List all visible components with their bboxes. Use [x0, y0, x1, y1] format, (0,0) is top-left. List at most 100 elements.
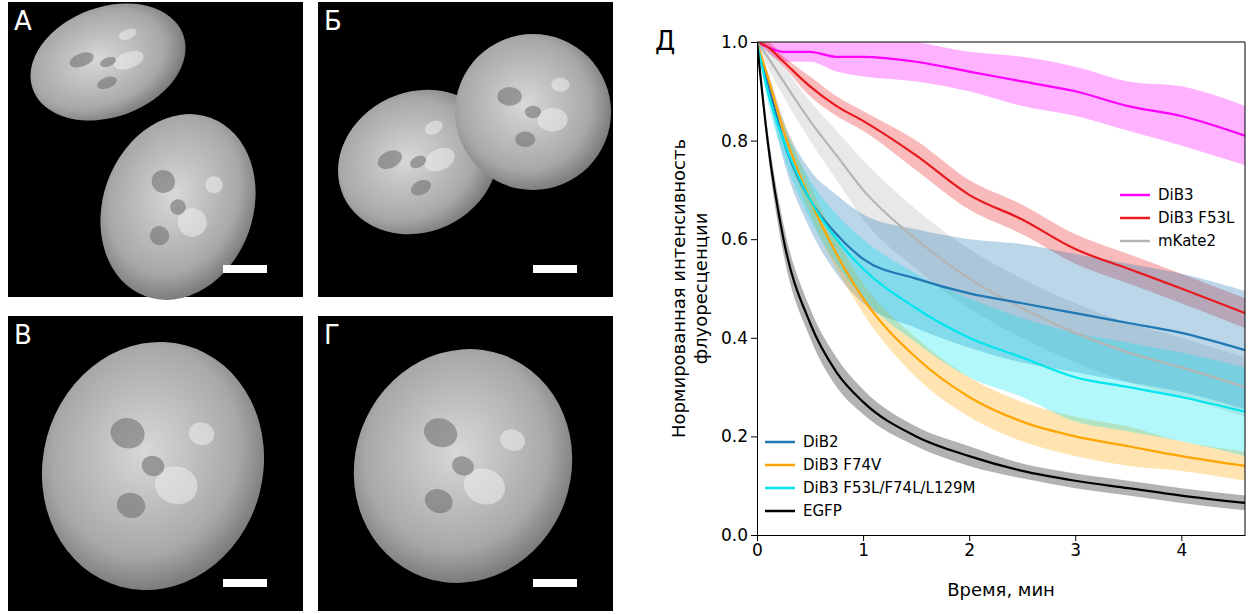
tick-mark	[751, 436, 757, 437]
tick-label: 3	[1070, 540, 1081, 560]
scale-bar	[533, 579, 577, 587]
nucleus-texture	[99, 55, 118, 69]
legend-item: DiB3 F74V	[765, 456, 882, 474]
image-panel: В	[8, 316, 303, 614]
legend: DiB2 DiB3 F74V DiB3 F53L/F74L/L129M EGFP	[765, 433, 976, 520]
error-band	[757, 42, 1245, 481]
tick-label: 0	[752, 540, 763, 560]
nucleus-texture	[114, 490, 148, 522]
axis-line	[757, 43, 758, 536]
y-axis-title-line: Нормированная интенсивность	[668, 139, 689, 438]
tick: 0.6	[721, 229, 757, 249]
tick: 2	[964, 535, 975, 560]
nucleus	[455, 34, 611, 190]
nucleus-texture	[111, 47, 146, 73]
nucleus-texture	[497, 426, 528, 455]
panel-label: В	[14, 320, 32, 350]
nucleus-texture	[147, 223, 172, 248]
series-line	[757, 42, 1245, 412]
tick-mark	[751, 42, 757, 43]
nucleus-body	[14, 317, 291, 614]
legend-swatch	[765, 441, 795, 444]
nucleus-texture	[117, 26, 138, 42]
nucleus-body	[321, 318, 605, 614]
nucleus-texture	[420, 414, 461, 452]
legend-swatch	[1120, 217, 1150, 220]
legend-label: DiB2	[803, 433, 839, 451]
nucleus-body	[75, 92, 281, 322]
plot-area	[757, 42, 1245, 510]
image-panel: А	[8, 0, 303, 322]
legend-swatch	[1120, 240, 1150, 243]
panel-label: Д	[655, 26, 675, 56]
legend-label: DiB3 F53L	[1158, 209, 1235, 227]
legend-item: mKate2	[1120, 232, 1216, 250]
plot-frame	[1245, 42, 1246, 535]
tick-label: 0.0	[721, 525, 748, 545]
axis-line	[758, 535, 1246, 536]
nucleus-texture	[139, 453, 166, 478]
tick: 0	[752, 535, 763, 560]
y-axis-title-line: флуоресценции	[690, 213, 711, 365]
nucleus-texture	[168, 197, 188, 217]
tick-mark	[751, 141, 757, 142]
panel-label: А	[14, 6, 32, 36]
series-line	[757, 42, 1245, 313]
tick-mark	[751, 338, 757, 339]
panel-label: Б	[324, 6, 342, 36]
legend-swatch	[765, 487, 795, 490]
nucleus-texture	[186, 420, 217, 448]
nucleus-texture	[68, 49, 96, 70]
legend-item: DiB3 F53L/F74L/L129M	[765, 479, 976, 497]
tick: 0.0	[721, 525, 757, 545]
tick-label: 1.0	[721, 32, 748, 52]
tick-label: 4	[1176, 540, 1187, 560]
x-axis: 0 1 2 3 4	[752, 535, 1245, 560]
tick-label: 1	[858, 540, 869, 560]
tick-mark	[751, 239, 757, 240]
series-line	[757, 42, 1245, 503]
error-band	[757, 42, 1245, 456]
tick-label: 0.2	[721, 426, 748, 446]
tick: 0.4	[721, 328, 757, 348]
legend-label: DiB3 F74V	[803, 456, 882, 474]
tick-label: 2	[964, 540, 975, 560]
nucleus-texture	[408, 177, 433, 199]
nucleus-texture	[95, 74, 118, 91]
nucleus-texture	[375, 147, 405, 173]
nucleus-texture	[148, 167, 178, 196]
legend-label: DiB3 F53L/F74L/L129M	[803, 479, 976, 497]
tick: 1	[858, 535, 869, 560]
nucleus-texture	[537, 108, 567, 131]
nucleus-texture	[408, 153, 428, 170]
scale-bar	[533, 265, 577, 273]
panel-label: Г	[324, 320, 340, 350]
nucleus-texture	[203, 174, 225, 196]
series-line	[757, 42, 1245, 350]
nucleus-texture	[497, 87, 521, 106]
legend-item: EGFP	[765, 502, 842, 520]
legend-item: DiB3	[1120, 186, 1194, 204]
nucleus	[75, 92, 281, 322]
nucleus-texture	[551, 78, 569, 92]
legend-item: DiB3 F53L	[1120, 209, 1235, 227]
tick-label: 0.6	[721, 229, 748, 249]
legend-swatch	[1120, 194, 1150, 197]
legend-label: EGFP	[803, 502, 842, 520]
nucleus-texture	[422, 118, 445, 138]
nucleus-body	[455, 34, 611, 190]
x-axis-title: Время, мин	[947, 579, 1055, 600]
y-axis-title: Нормированная интенсивностьфлуоресценции	[668, 139, 711, 438]
nucleus	[14, 317, 291, 614]
legend-label: DiB3	[1158, 186, 1194, 204]
series-line	[757, 42, 1245, 387]
scale-bar	[223, 265, 267, 273]
tick: 4	[1176, 535, 1187, 560]
scale-bar	[223, 579, 267, 587]
tick: 1.0	[721, 32, 757, 52]
tick-label: 0.8	[721, 131, 748, 151]
y-axis: 0.0 0.2 0.4 0.6 0.8 1.0	[721, 32, 758, 545]
figure: А Б В Г 0 1 2 3 4 0.0 0.2 0.4 0.6 0.8 1.0 Время, мин Нор…	[0, 0, 1255, 614]
plot-frame	[757, 42, 1245, 43]
nucleus-texture	[515, 132, 535, 148]
